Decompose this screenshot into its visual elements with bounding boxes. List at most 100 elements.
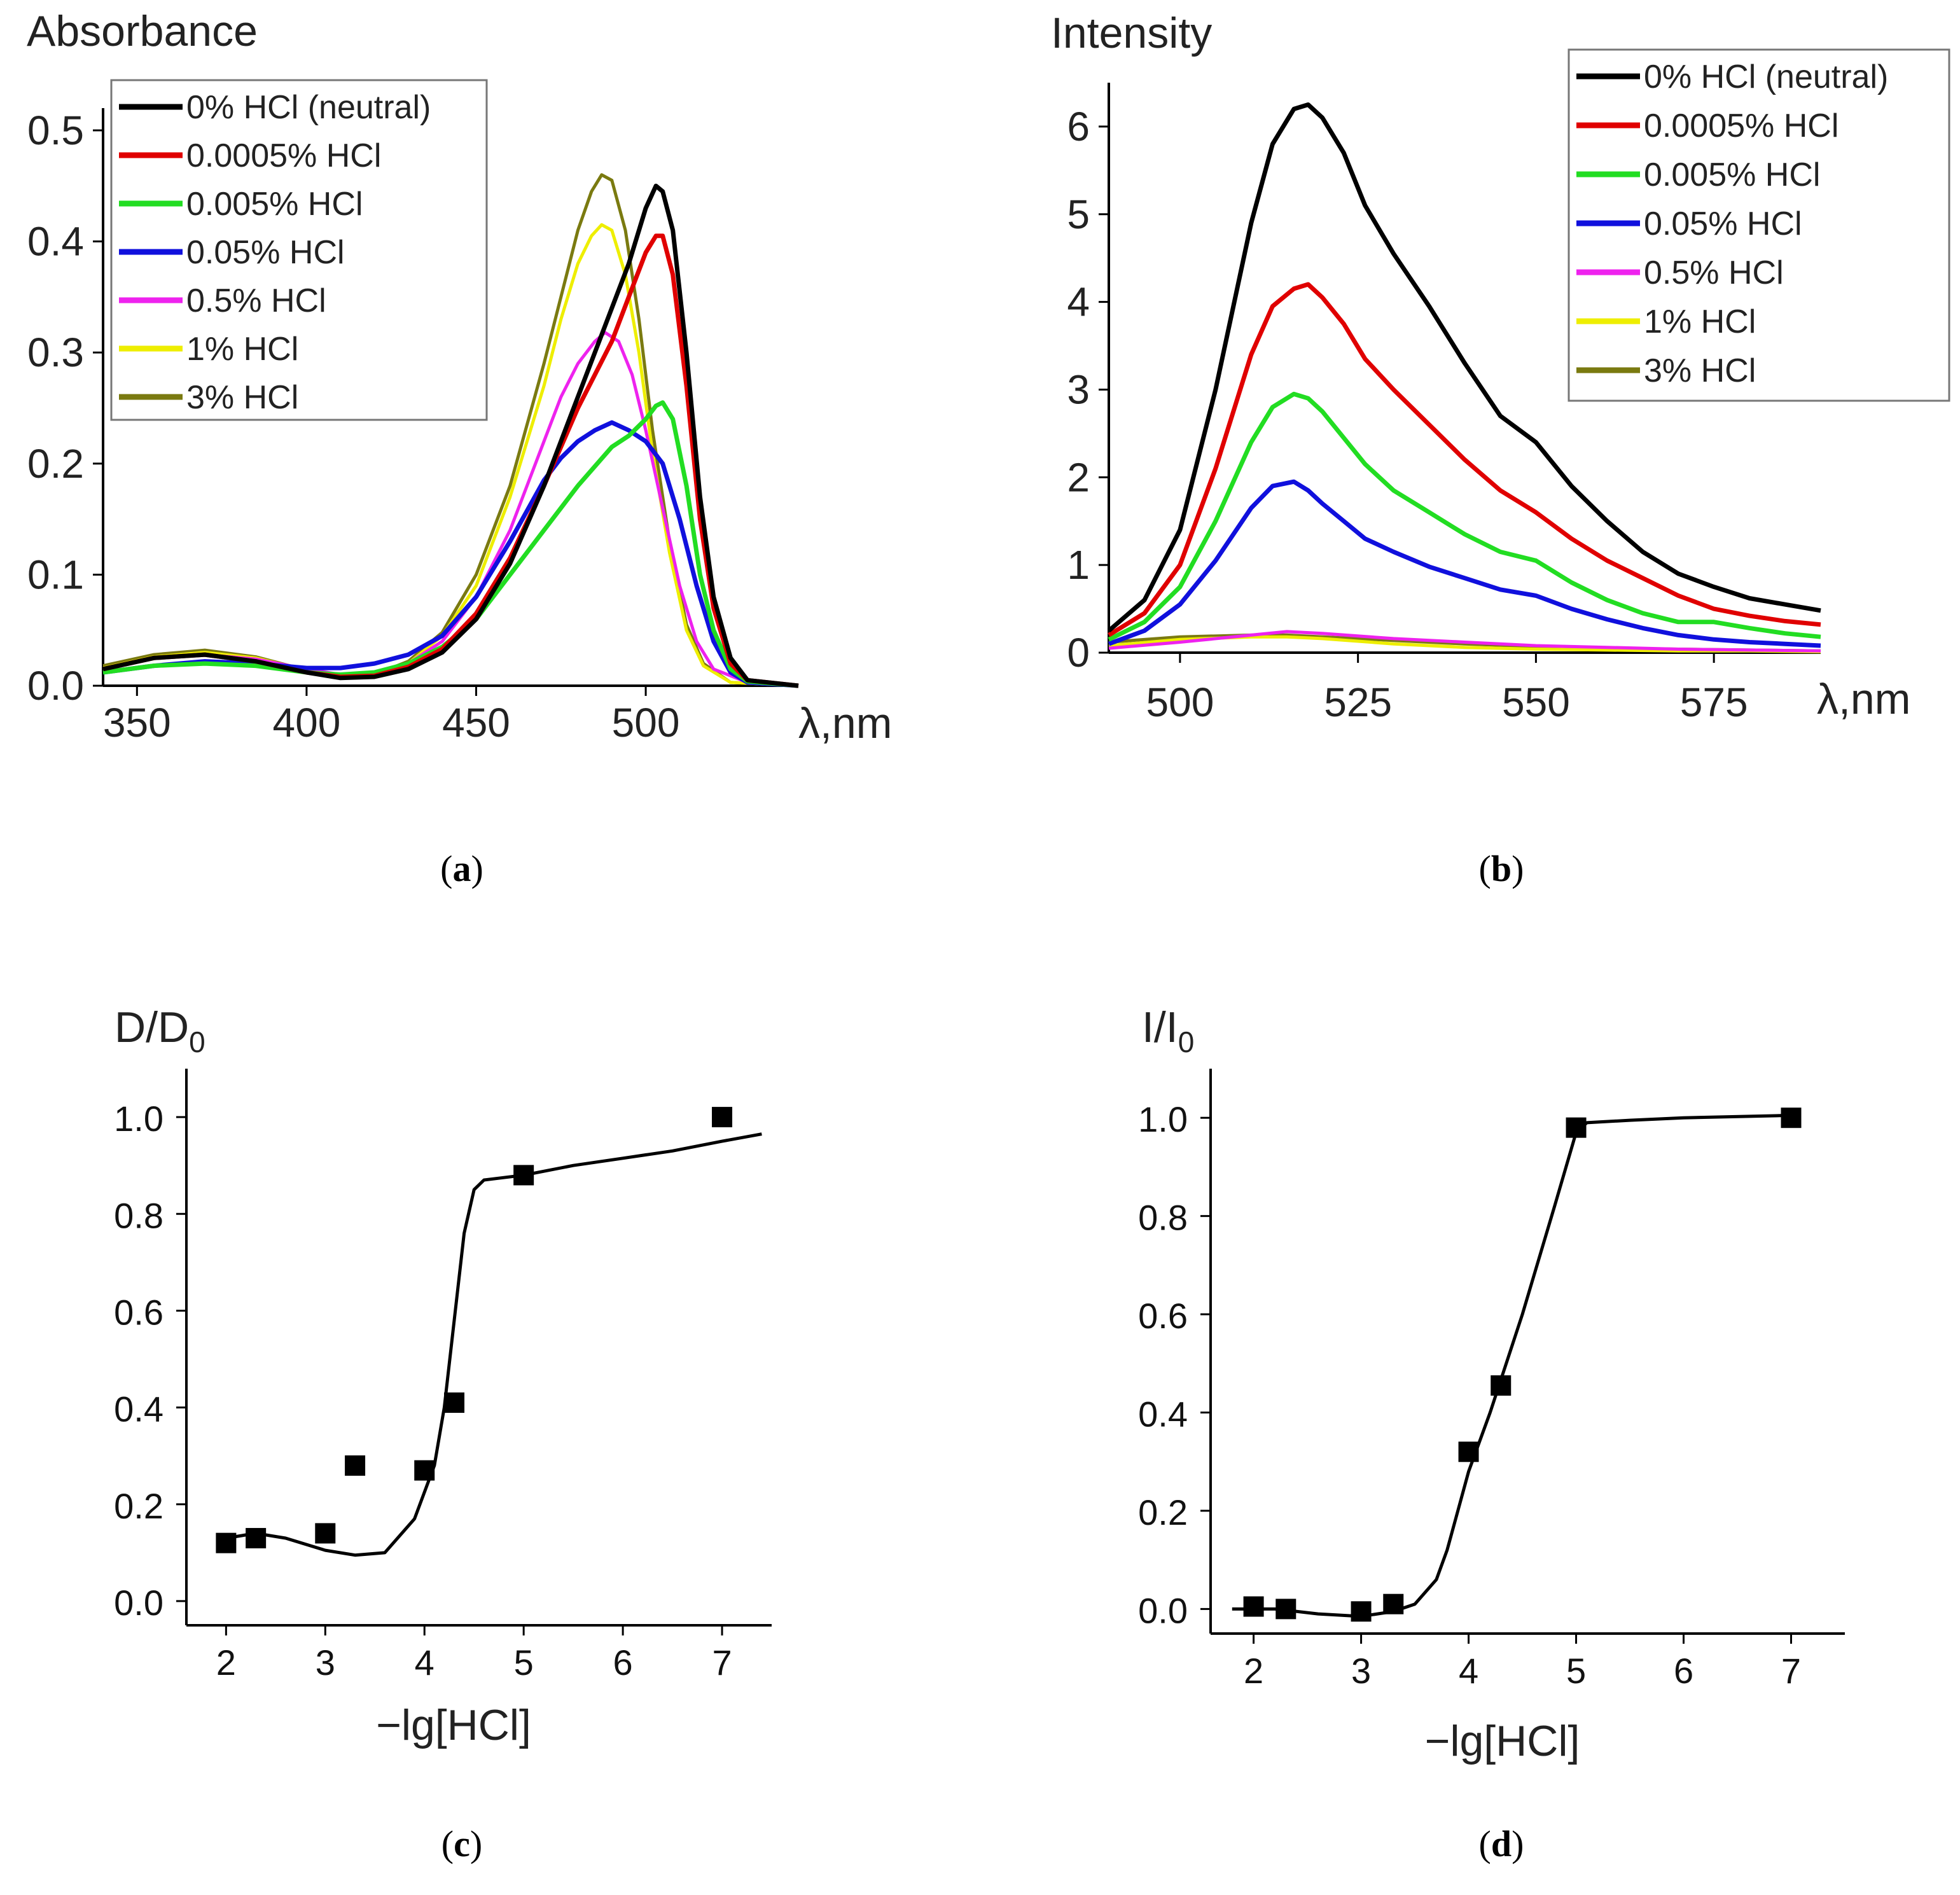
panel-a-absorbance-chart: 350 400 450 500 0.0 0.1 0.2 0.3 0.4 0.5 Absorbance…: [27, 7, 892, 747]
legend-label-2: 0.005% HCl: [1644, 156, 1820, 193]
caption-b-letter: b: [1491, 848, 1512, 889]
data-point: [1458, 1441, 1479, 1462]
x-tick-label: 450: [442, 700, 510, 746]
y-tick-label: 0.4: [27, 219, 84, 265]
y-tick-label: 2: [1067, 454, 1090, 500]
y-axis-label: D/D0: [115, 1003, 205, 1059]
data-point: [414, 1460, 435, 1481]
caption-d-letter: d: [1491, 1823, 1512, 1864]
y-axis-label: I/I0: [1142, 1003, 1194, 1059]
y-axis-label-main: I/I: [1142, 1003, 1178, 1052]
legend-label-3: 0.05% HCl: [186, 234, 345, 271]
data-point: [246, 1528, 267, 1549]
legend-label-5: 1% HCl: [1644, 303, 1756, 340]
y-tick-label: 3: [1067, 366, 1090, 412]
x-tick-label: 5: [1566, 1651, 1586, 1691]
x-tick-label: 500: [612, 700, 680, 746]
y-tick-label: 4: [1067, 279, 1090, 325]
x-tick-label: 4: [1459, 1651, 1478, 1691]
y-tick-label: 0.0: [1138, 1590, 1188, 1630]
y-tick-label: 0.4: [114, 1389, 163, 1429]
x-tick-label: 400: [273, 700, 341, 746]
y-tick-label: 6: [1067, 104, 1090, 149]
data-point: [1781, 1107, 1802, 1128]
legend-label-6: 3% HCl: [1644, 352, 1756, 389]
panel-c-absorbance-ratio-chart: 2 3 4 5 6 7 0.0 0.2 0.4 0.6 0.8 1.0 D/D0 −lg[HCl]: [114, 1003, 772, 1749]
x-tick-label: 6: [1674, 1651, 1693, 1691]
x-tick-label: 2: [216, 1642, 236, 1683]
series-line-3: [102, 420, 799, 688]
y-axis-label-main: D/D: [115, 1003, 189, 1052]
legend-label-3: 0.05% HCl: [1644, 205, 1802, 242]
y-tick-label: 0.1: [27, 552, 84, 597]
legend-label-0: 0% HCl (neutral): [186, 89, 431, 126]
data-point: [345, 1455, 366, 1476]
series-line-0: [1107, 102, 1821, 633]
y-axis-label-subscript: 0: [189, 1025, 205, 1059]
series-line-4: [1108, 630, 1821, 653]
series-line-1: [1108, 282, 1821, 637]
y-tick-label: 1.0: [1138, 1099, 1188, 1139]
data-point: [712, 1107, 733, 1128]
y-tick-label: 0.0: [114, 1583, 163, 1623]
legend-label-4: 0.5% HCl: [1644, 254, 1784, 291]
series-line-0: [102, 183, 799, 688]
data-point: [513, 1165, 534, 1186]
x-tick-label: 3: [316, 1642, 335, 1683]
y-tick-label: 0.2: [27, 441, 84, 487]
y-tick-label: 0.2: [114, 1486, 163, 1526]
x-tick-label: 4: [415, 1642, 434, 1683]
y-axis-label: Absorbance: [27, 7, 258, 55]
series-line-3: [1108, 479, 1821, 648]
series-line-2: [1108, 391, 1821, 642]
x-axis-label: λ,nm: [798, 699, 892, 747]
caption-a-letter: a: [453, 848, 471, 889]
data-point: [1351, 1601, 1372, 1622]
y-tick-label: 0.6: [114, 1292, 163, 1332]
panel-b-intensity-chart: 500 525 550 575 0 1 2 3 4 5 6 Intensity λ,nm 0% HCl (…: [1051, 9, 1950, 725]
x-tick-label: 500: [1146, 679, 1214, 725]
y-tick-label: 0.8: [1138, 1198, 1188, 1238]
x-axis-label: −lg[HCl]: [376, 1701, 531, 1749]
y-tick-label: 1: [1067, 542, 1090, 588]
legend-label-0: 0% HCl (neutral): [1644, 59, 1888, 95]
y-tick-label: 0.6: [1138, 1296, 1188, 1336]
legend-label-5: 1% HCl: [186, 331, 298, 368]
y-tick-label: 0: [1067, 630, 1090, 676]
data-point: [216, 1532, 237, 1553]
y-axis-label: Intensity: [1051, 9, 1212, 57]
x-tick-label: 525: [1324, 679, 1392, 725]
y-tick-label: 0.4: [1138, 1394, 1188, 1434]
x-tick-label: 6: [613, 1642, 633, 1683]
y-axis-label-subscript: 0: [1178, 1025, 1195, 1059]
x-tick-label: 3: [1351, 1651, 1371, 1691]
data-point: [1491, 1375, 1512, 1396]
x-tick-label: 7: [1781, 1651, 1801, 1691]
data-point: [1566, 1117, 1587, 1138]
y-tick-label: 0.3: [27, 330, 84, 375]
data-point: [444, 1392, 465, 1413]
fit-curve: [225, 1132, 762, 1557]
x-tick-label: 5: [514, 1642, 534, 1683]
data-point: [1243, 1596, 1264, 1617]
y-tick-label: 0.2: [1138, 1492, 1188, 1532]
y-tick-label: 0.5: [27, 108, 84, 153]
x-axis-label: −lg[HCl]: [1425, 1717, 1580, 1765]
data-point: [315, 1523, 336, 1544]
caption-a: (a): [440, 848, 483, 889]
caption-b: (b): [1479, 848, 1524, 889]
x-tick-label: 350: [103, 700, 171, 746]
caption-c: (c): [441, 1823, 482, 1864]
data-point: [1383, 1593, 1404, 1614]
x-tick-label: 550: [1502, 679, 1570, 725]
data-point: [1275, 1599, 1296, 1620]
x-tick-label: 2: [1244, 1651, 1263, 1691]
x-axis-label: λ,nm: [1817, 675, 1910, 723]
x-tick-label: 7: [712, 1642, 732, 1683]
legend-label-1: 0.0005% HCl: [186, 137, 381, 174]
legend-label-1: 0.0005% HCl: [1644, 108, 1838, 144]
caption-d: (d): [1479, 1823, 1524, 1864]
y-tick-label: 0.8: [114, 1195, 163, 1235]
legend-label-4: 0.5% HCl: [186, 282, 326, 319]
